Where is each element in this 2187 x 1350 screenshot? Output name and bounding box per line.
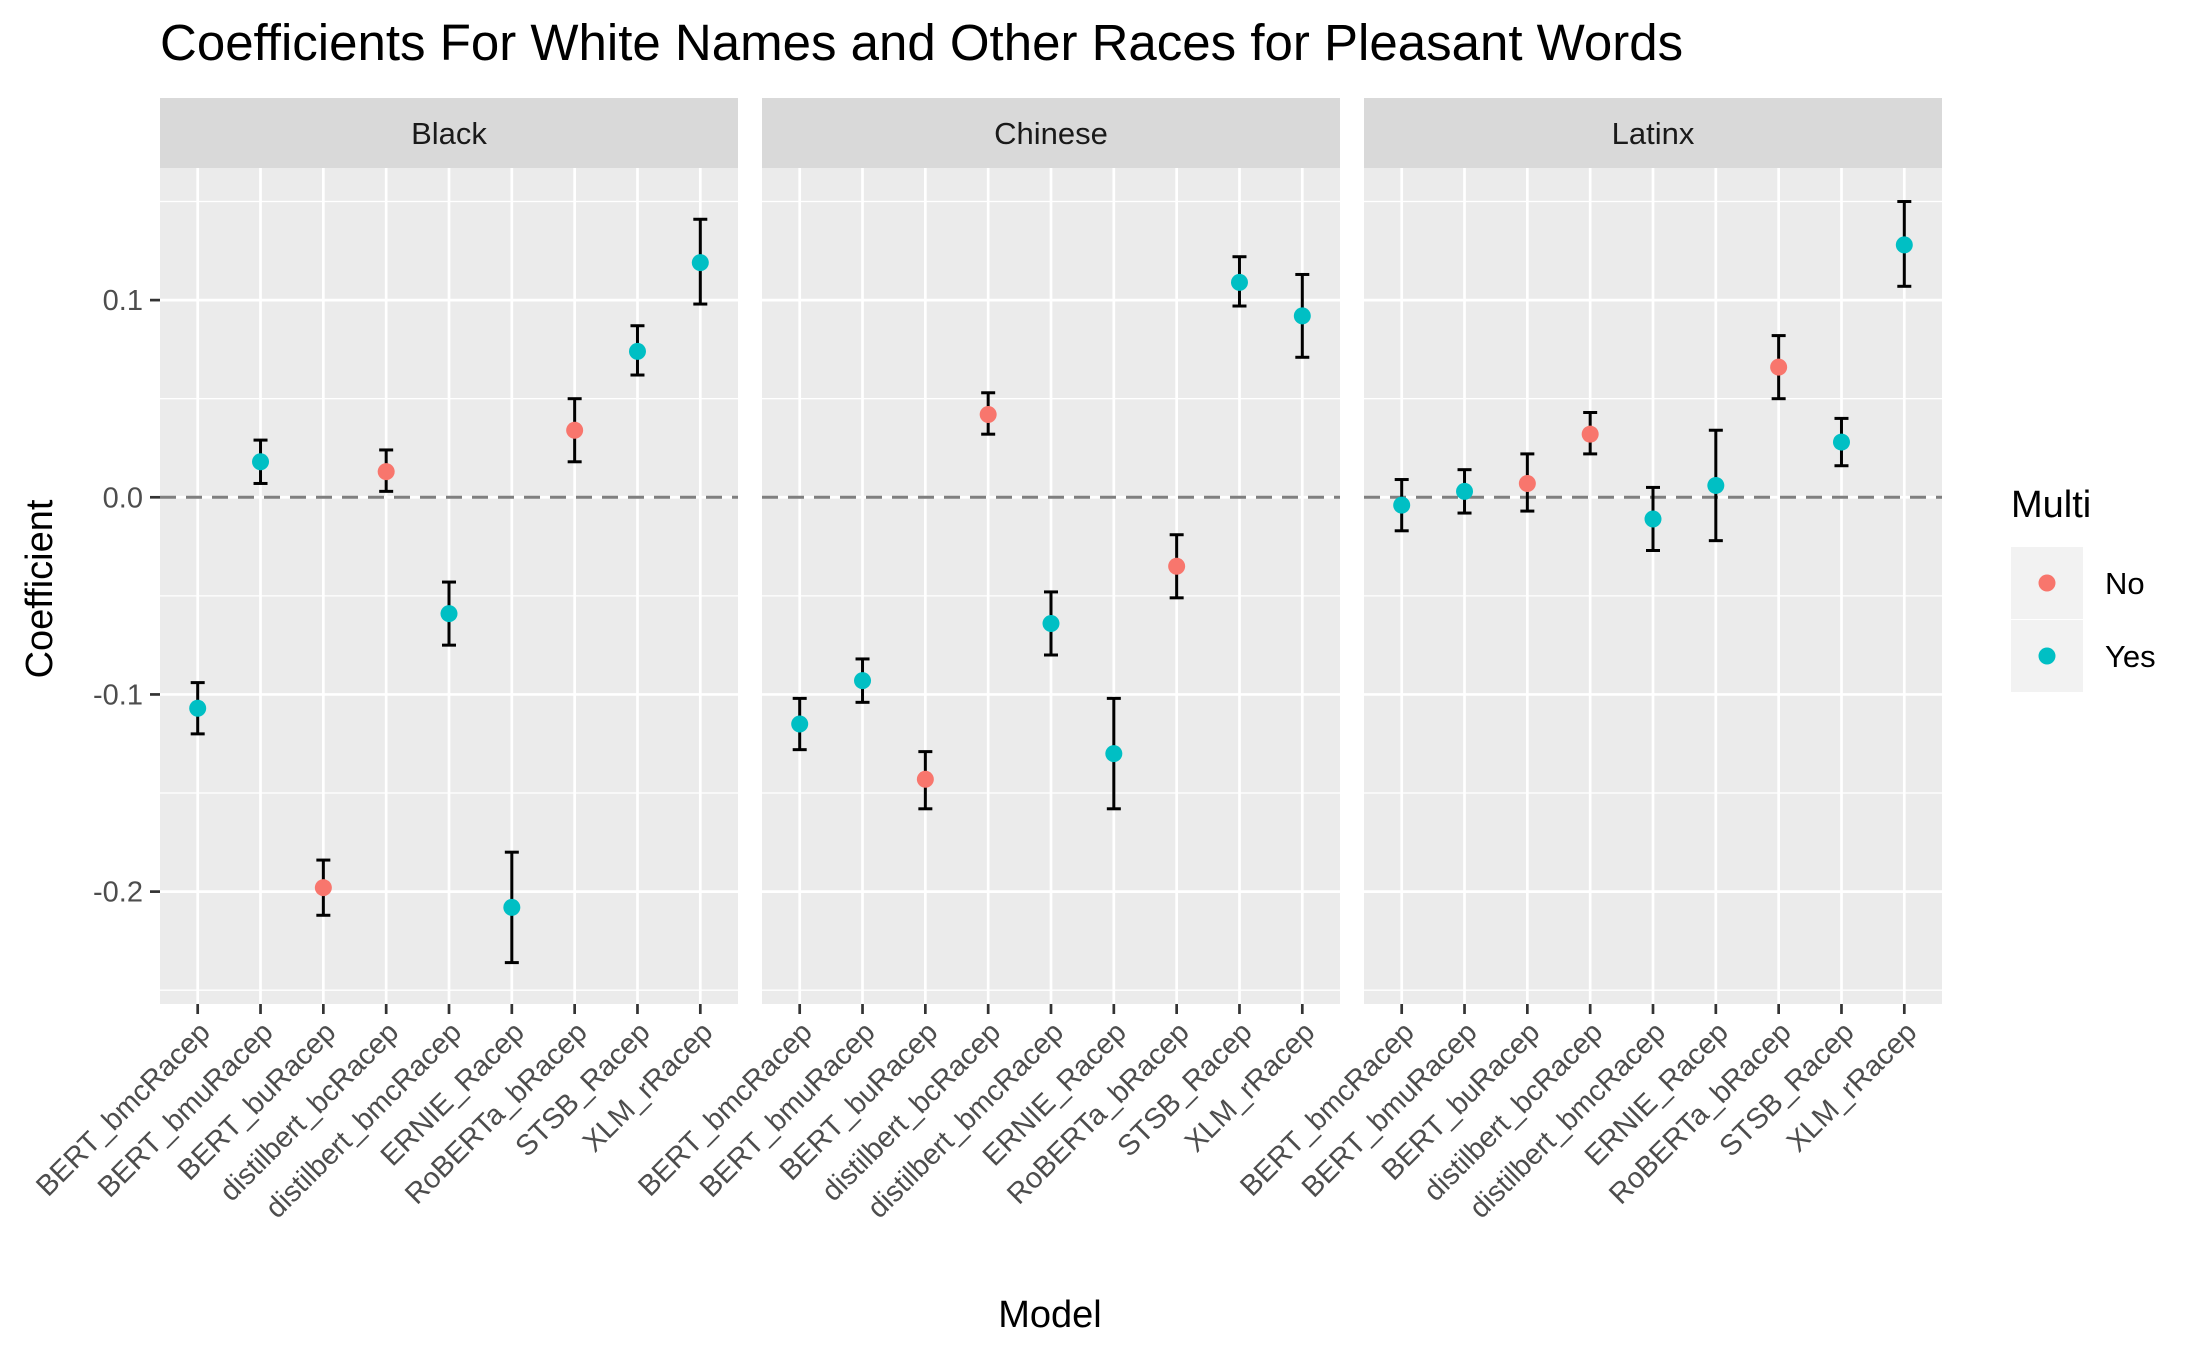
data-point [916, 770, 934, 788]
data-point [566, 421, 584, 439]
x-axis-title: Model [998, 1294, 1102, 1336]
data-point [1293, 307, 1311, 325]
data-point [377, 463, 395, 481]
facet-panel-latinx: LatinxBERT_bmcRacepBERT_bmuRacepBERT_buR… [1234, 98, 1942, 1225]
legend-item-yes: Yes [2011, 620, 2156, 692]
chart-title: Coefficients For White Names and Other R… [160, 14, 1683, 71]
legend-label: No [2105, 566, 2145, 601]
facet-strip [762, 98, 1340, 168]
y-tick-label: -0.1 [93, 679, 143, 711]
data-point [252, 453, 270, 471]
legend-items: No Yes [2011, 547, 2156, 692]
data-point [979, 405, 997, 423]
y-axis-title: Coefficient [19, 499, 61, 678]
data-point [1456, 482, 1474, 500]
data-point [1168, 557, 1186, 575]
data-point [1895, 236, 1913, 254]
legend-dot [2038, 647, 2056, 665]
facet-strip [160, 98, 738, 168]
legend-label: Yes [2105, 639, 2156, 674]
data-point [1770, 358, 1788, 376]
facet-panels: BlackBERT_bmcRacepBERT_bmuRacepBERT_buRa… [30, 98, 1942, 1225]
y-tick-label: -0.2 [93, 877, 143, 909]
data-point [1393, 496, 1411, 514]
data-point [1105, 745, 1123, 763]
facet-strip-label: Chinese [994, 116, 1108, 151]
data-point [503, 898, 521, 916]
facet-strip [1364, 98, 1942, 168]
y-axis: -0.2 -0.1 0.0 0.1 [93, 285, 160, 909]
data-point [189, 699, 207, 717]
data-point [1230, 273, 1248, 291]
data-point [628, 342, 646, 360]
legend-dot [2038, 574, 2056, 592]
data-point [1707, 476, 1725, 494]
data-point [1832, 433, 1850, 451]
data-point [791, 715, 809, 733]
data-point [854, 672, 872, 690]
facet-strip-label: Latinx [1612, 116, 1695, 151]
facet-panel-chinese: ChineseBERT_bmcRacepBERT_bmuRacepBERT_bu… [632, 98, 1340, 1225]
legend: Multi No Yes [2011, 484, 2156, 692]
y-tick-label: 0.1 [103, 285, 143, 317]
data-point [1581, 425, 1599, 443]
data-point [1042, 614, 1060, 632]
facet-strip-label: Black [411, 116, 487, 151]
y-tick-label: 0.0 [103, 482, 143, 514]
data-point [314, 879, 332, 897]
data-point [1518, 474, 1536, 492]
data-point [440, 605, 458, 623]
legend-title: Multi [2011, 484, 2091, 526]
data-point [691, 254, 709, 272]
legend-item-no: No [2011, 547, 2145, 619]
data-point [1644, 510, 1662, 528]
facet-panel-black: BlackBERT_bmcRacepBERT_bmuRacepBERT_buRa… [30, 98, 738, 1225]
